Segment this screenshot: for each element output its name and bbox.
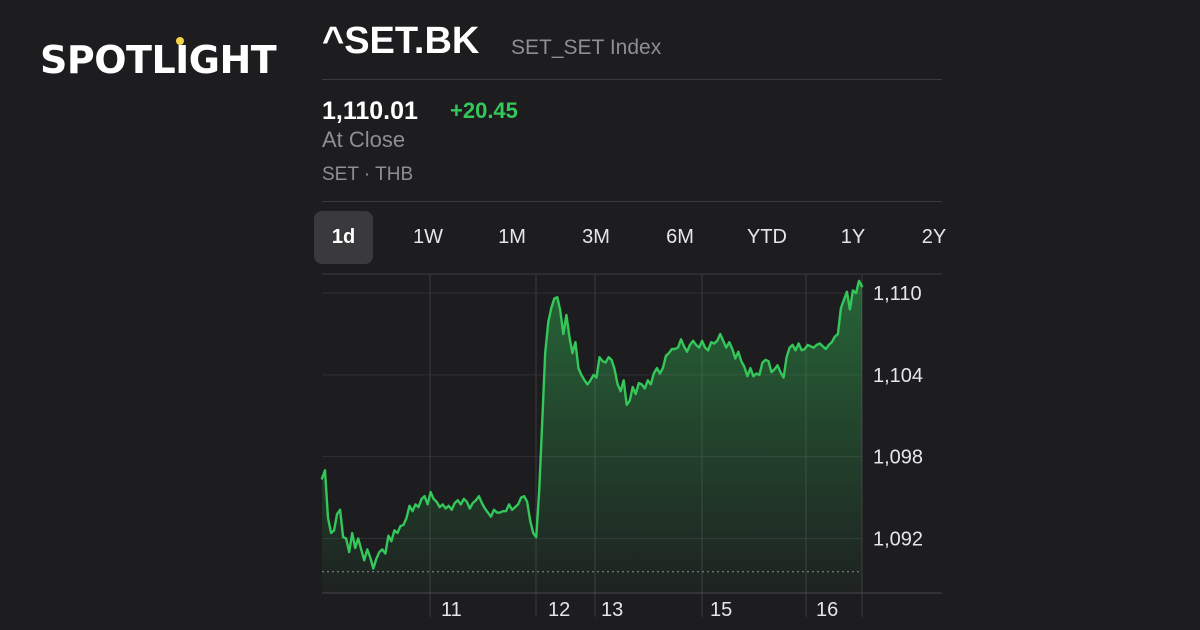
y-tick-label: 1,098 (873, 447, 923, 469)
header-divider (322, 79, 942, 80)
range-tabs: 1d 1W 1M 3M 6M YTD 1Y 2Y (314, 211, 964, 264)
tab-1w[interactable]: 1W (413, 226, 443, 248)
tab-2y[interactable]: 2Y (921, 226, 947, 248)
market-status: At Close (322, 127, 406, 152)
tab-1y[interactable]: 1Y (840, 226, 866, 248)
tab-3m[interactable]: 3M (582, 226, 610, 248)
index-name: SET_SET Index (511, 36, 662, 59)
last-price: 1,110.01 (322, 97, 418, 125)
tab-1d[interactable]: 1d (314, 211, 373, 264)
y-tick-label: 1,092 (873, 528, 923, 550)
tab-6m[interactable]: 6M (666, 226, 694, 248)
price-change: +20.45 (450, 98, 518, 123)
logo-light-icon (176, 37, 184, 45)
x-tick-label: 15 (710, 599, 732, 621)
tab-ytd[interactable]: YTD (747, 226, 787, 248)
series-area (322, 280, 862, 593)
tab-1m[interactable]: 1M (498, 226, 526, 248)
info-divider (322, 201, 942, 202)
exchange-currency: SET · THB (322, 164, 414, 185)
x-tick-label: 13 (601, 599, 623, 621)
y-tick-label: 1,104 (873, 365, 923, 387)
ticker-symbol: ^SET.BK (322, 20, 480, 62)
x-tick-label: 12 (548, 599, 570, 621)
x-tick-label: 16 (816, 599, 838, 621)
x-tick-label: 11 (441, 599, 462, 621)
y-tick-label: 1,110 (873, 283, 922, 305)
series-line (320, 279, 864, 570)
spotlight-logo: SPOTLIGHT (40, 38, 277, 82)
